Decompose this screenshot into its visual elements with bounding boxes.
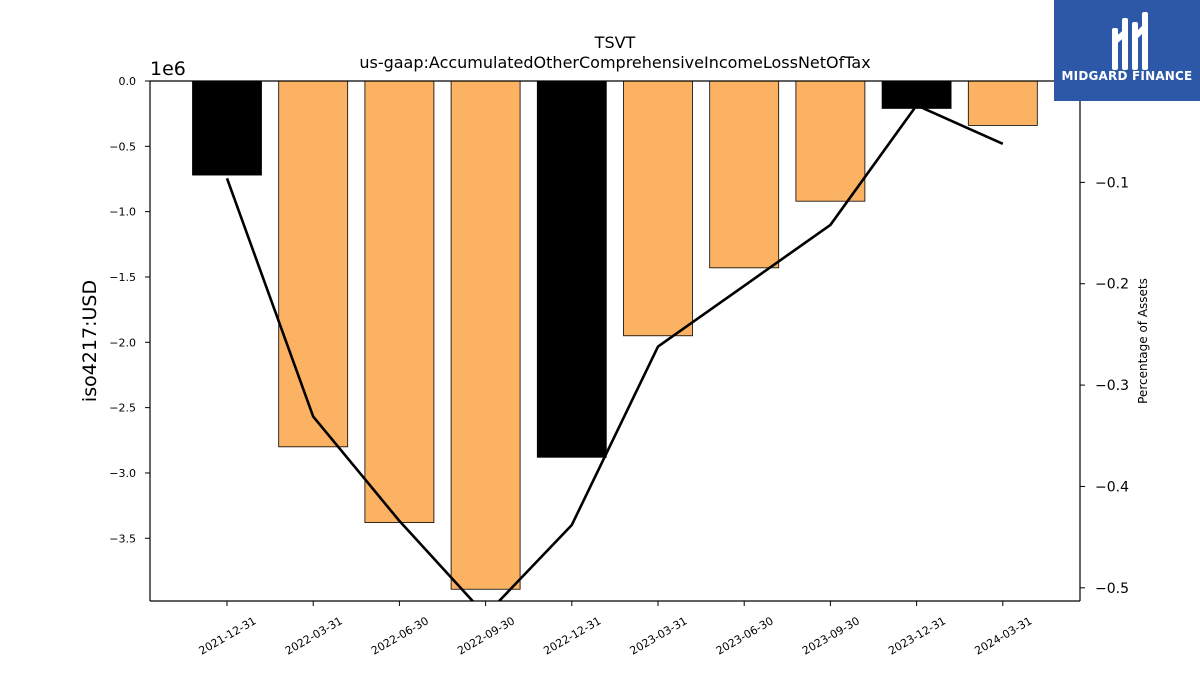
y2-tick-label: −0.5: [1095, 581, 1129, 597]
y-offset-label: 1e6: [150, 58, 186, 80]
y-tick-label: −2.5: [109, 402, 136, 415]
bar-2023-09-30: [795, 80, 866, 202]
y-tick-label: −3.0: [109, 467, 136, 480]
brand-logo: MIDGARD FINANCE: [1054, 0, 1200, 101]
y2-tick-label: −0.3: [1095, 378, 1129, 394]
chart-subtitle: us-gaap:AccumulatedOtherComprehensiveInc…: [359, 53, 870, 72]
bar-2024-03-31: [967, 80, 1038, 126]
y2-tick-label: −0.4: [1095, 479, 1129, 495]
bar-2023-03-31: [623, 80, 693, 337]
y2-tick-label: −0.1: [1095, 175, 1129, 191]
chart-title: TSVT: [594, 33, 636, 52]
y2-axis-label: Percentage of Assets: [1136, 278, 1150, 404]
x-tick-label: 2022-06-30: [369, 614, 431, 657]
bar-2022-06-30: [364, 80, 435, 524]
x-tick-label: 2022-03-31: [283, 614, 345, 657]
midgard-m-logo-icon: [1112, 12, 1148, 70]
x-tick-label: 2023-09-30: [800, 614, 862, 657]
x-tick-label: 2022-12-31: [541, 614, 603, 657]
x-tick-label: 2021-12-31: [197, 614, 259, 657]
brand-name: MIDGARD FINANCE: [1061, 69, 1193, 83]
bar-2022-03-31: [278, 80, 349, 448]
y-tick-label: 0.0: [119, 75, 137, 88]
y-tick-label: −2.0: [109, 336, 136, 349]
x-tick-label: 2023-06-30: [714, 614, 776, 657]
y-axis-label: iso4217:USD: [79, 280, 101, 402]
y-tick-label: −1.0: [109, 206, 136, 219]
percentage-of-assets-line: [225, 104, 1004, 601]
x-tick-label: 2022-09-30: [455, 614, 517, 657]
x-tick-label: 2023-03-31: [628, 614, 690, 657]
y2-tick-label: −0.2: [1095, 277, 1129, 293]
x-tick-label: 2023-12-31: [886, 614, 948, 657]
bar-2023-06-30: [709, 80, 780, 269]
y-tick-label: −3.5: [109, 532, 136, 545]
y-tick-label: −1.5: [109, 271, 136, 284]
x-tick-label: 2024-03-31: [972, 614, 1034, 657]
bar-2021-12-31: [192, 80, 262, 176]
bar-2022-09-30: [450, 80, 521, 590]
bar-2023-12-31: [881, 80, 952, 109]
y-tick-label: −0.5: [109, 140, 136, 153]
bar-2022-12-31: [536, 80, 607, 458]
